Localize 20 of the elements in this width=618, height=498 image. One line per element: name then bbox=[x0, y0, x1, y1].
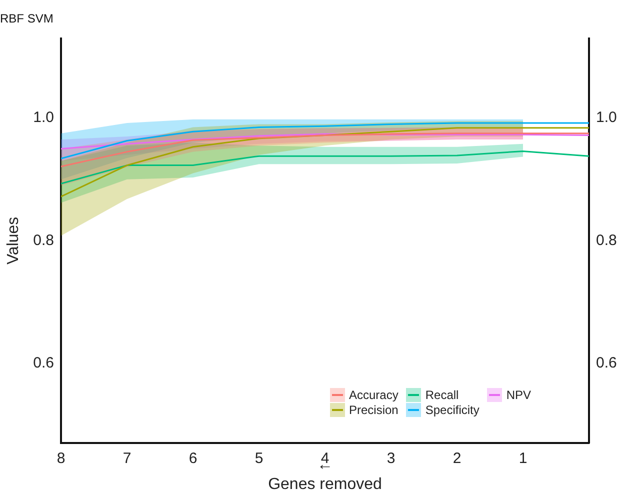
x-tick-label: 1 bbox=[518, 450, 528, 468]
y2-tick-label: 0.6 bbox=[596, 354, 617, 372]
legend-label: Recall bbox=[425, 388, 459, 402]
y-tick-label: 0.8 bbox=[33, 232, 54, 249]
x-tick-label: 5 bbox=[254, 450, 264, 468]
x-tick-label: 6 bbox=[188, 450, 198, 468]
y-tick-label: 0.6 bbox=[33, 354, 54, 372]
y-axis-title: Values bbox=[5, 216, 22, 265]
legend-label: NPV bbox=[506, 388, 532, 402]
legend-label: Precision bbox=[349, 402, 398, 416]
x-tick-label: 7 bbox=[122, 450, 132, 468]
x-tick-label: 8 bbox=[56, 450, 66, 468]
legend-label: Specificity bbox=[425, 402, 480, 416]
x-tick-label: 3 bbox=[386, 450, 396, 468]
y-tick-label: 1.0 bbox=[33, 109, 54, 126]
y2-tick-label: 0.8 bbox=[596, 232, 617, 249]
y2-tick-label: 1.0 bbox=[596, 109, 617, 126]
x-tick-label: 2 bbox=[452, 450, 462, 468]
chart-title: RBF SVM bbox=[0, 12, 54, 26]
legend-label: Accuracy bbox=[349, 388, 398, 402]
